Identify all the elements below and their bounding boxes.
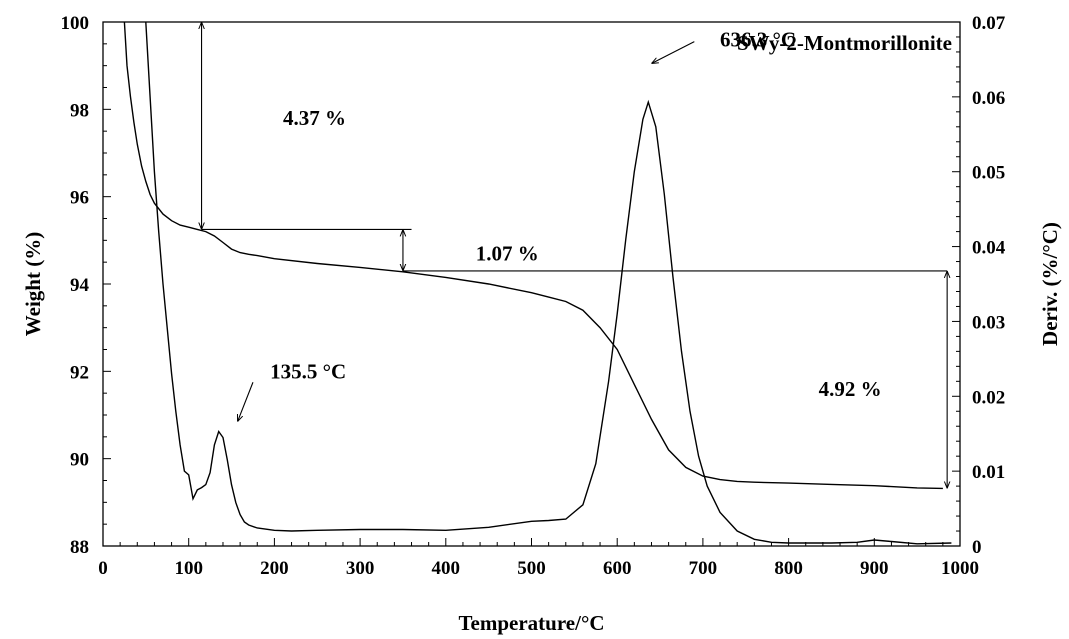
annotation-label: 4.37 % — [283, 106, 346, 130]
y-left-tick-label: 92 — [70, 362, 89, 383]
x-tick-label: 400 — [432, 558, 461, 579]
annotation-label: 1.07 % — [476, 241, 539, 265]
y-right-tick-label: 0.04 — [972, 238, 1006, 259]
y-right-tick-label: 0.02 — [972, 387, 1005, 408]
y-left-tick-label: 88 — [70, 537, 89, 558]
y-left-tick-label: 94 — [70, 275, 90, 296]
x-axis-title: Temperature/°C — [458, 611, 604, 635]
y-left-tick-label: 100 — [61, 13, 90, 34]
plot-frame — [102, 21, 961, 547]
x-tick-label: 600 — [603, 558, 632, 579]
y-right-tick-label: 0.07 — [972, 13, 1006, 34]
peak-pointer-arrow — [651, 41, 695, 64]
y-right-tick-label: 0.05 — [972, 163, 1005, 184]
x-tick-label: 0 — [98, 558, 108, 579]
y-left-tick-label: 90 — [70, 450, 89, 471]
annotation-label: 135.5 °C — [270, 359, 346, 383]
x-tick-label: 500 — [517, 558, 546, 579]
chart-title: SWy-2-Montmorillonite — [737, 31, 952, 55]
peak-pointer-arrow — [238, 382, 254, 421]
x-tick-label: 700 — [689, 558, 718, 579]
y-right-tick-label: 0 — [972, 537, 982, 558]
y-right-tick-label: 0.03 — [972, 312, 1005, 333]
derivative-curve — [145, 22, 952, 545]
y-right-axis-title: Deriv. (%/°C) — [1038, 222, 1062, 346]
x-tick-label: 1000 — [941, 558, 979, 579]
x-tick-label: 900 — [860, 558, 889, 579]
weight-curve — [123, 22, 943, 490]
x-tick-label: 800 — [774, 558, 803, 579]
y-right-tick-label: 0.06 — [972, 88, 1005, 109]
annotation-label: 636.3 °C — [720, 27, 796, 51]
annotation-label: 4.92 % — [819, 377, 882, 401]
x-tick-label: 100 — [174, 558, 203, 579]
y-left-axis-title: Weight (%) — [21, 232, 45, 336]
y-left-tick-label: 96 — [70, 188, 89, 209]
y-left-tick-label: 98 — [70, 100, 89, 121]
y-right-tick-label: 0.01 — [972, 462, 1005, 483]
x-tick-label: 300 — [346, 558, 375, 579]
x-tick-label: 200 — [260, 558, 289, 579]
